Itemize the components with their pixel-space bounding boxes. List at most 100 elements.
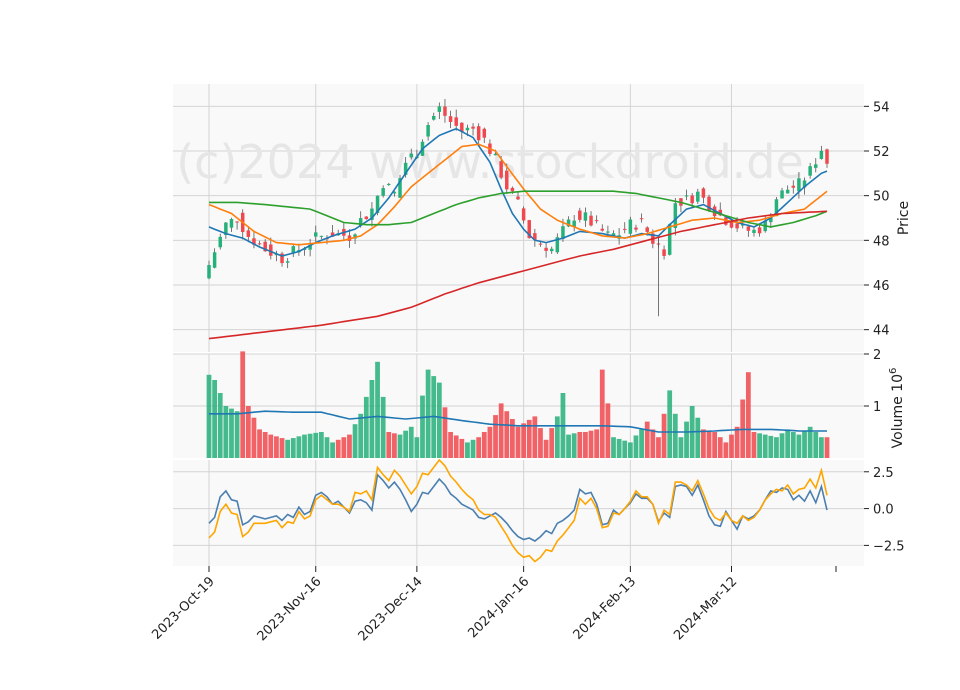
candle-body xyxy=(465,127,470,131)
candle-body xyxy=(224,222,228,235)
candle-body xyxy=(819,150,824,159)
volume-bar xyxy=(493,415,498,458)
volume-bar xyxy=(678,437,684,458)
volume-bar xyxy=(599,369,605,458)
volume-bar xyxy=(813,432,819,458)
volume-bar xyxy=(375,361,380,458)
volume-bar xyxy=(661,413,667,458)
volume-bar xyxy=(616,438,622,458)
volume-bar xyxy=(762,434,768,458)
volume-bar xyxy=(487,426,493,458)
candle-body xyxy=(314,232,318,237)
volume-bar xyxy=(307,433,313,458)
indicator-panel xyxy=(173,460,864,566)
candle-body xyxy=(212,252,217,268)
candle-body xyxy=(257,243,262,245)
volume-bar xyxy=(481,432,487,458)
candle-body xyxy=(662,249,666,256)
candle-body xyxy=(589,215,593,226)
candle-body xyxy=(460,122,464,132)
candle-body xyxy=(729,221,734,228)
volume-bar xyxy=(262,432,268,458)
volume-bar xyxy=(414,437,420,458)
ma-long-line xyxy=(209,190,828,228)
volume-bar xyxy=(723,442,729,458)
volume-bar xyxy=(751,432,757,458)
volume-bar xyxy=(403,430,409,458)
volume-bar xyxy=(543,439,549,458)
volume-bar xyxy=(279,438,285,458)
x-tick-label: 2023-Oct-19 xyxy=(149,574,217,642)
candle-body xyxy=(696,191,700,202)
ma-medium-line xyxy=(208,143,828,246)
y-tick-label: 48 xyxy=(873,234,890,249)
volume-bar xyxy=(223,406,229,458)
candle-body xyxy=(364,216,369,220)
volume-bar xyxy=(347,434,352,458)
volume-bar xyxy=(234,411,240,458)
volume-bar xyxy=(583,432,588,458)
price-panel xyxy=(173,84,864,352)
volume-bar xyxy=(650,429,656,458)
candle-body xyxy=(493,153,498,156)
volume-bar xyxy=(627,442,633,458)
volume-bar xyxy=(729,434,734,458)
candle-body xyxy=(381,188,385,196)
candle-body xyxy=(645,227,649,232)
volume-bar xyxy=(785,429,791,458)
volume-bar xyxy=(566,434,571,458)
volume-ma-line xyxy=(209,410,827,433)
candle-body xyxy=(499,161,503,178)
candle-body xyxy=(690,195,694,204)
volume-bar xyxy=(712,432,718,458)
candle-body xyxy=(280,253,284,264)
candle-body xyxy=(308,244,312,250)
candle-body xyxy=(392,191,397,194)
volume-bar xyxy=(206,374,212,458)
candle-body xyxy=(780,190,784,199)
candle-body xyxy=(791,185,796,188)
candle-body xyxy=(291,246,296,254)
volume-bar xyxy=(538,428,543,458)
y-tick-label: 1 xyxy=(873,400,881,415)
candle-body xyxy=(471,126,475,129)
volume-bar xyxy=(521,423,527,458)
candle-body xyxy=(426,125,430,137)
volume-bar xyxy=(818,437,824,458)
candle-body xyxy=(538,243,543,245)
volume-bar xyxy=(290,438,296,458)
candle-body xyxy=(370,208,374,220)
x-tick-label: 2023-Nov-16 xyxy=(255,574,325,644)
candle-body xyxy=(235,221,239,223)
volume-bar xyxy=(408,426,414,458)
volume-bar xyxy=(268,434,274,458)
volume-bar xyxy=(358,413,364,458)
x-tick-label: 2024-Feb-13 xyxy=(571,574,640,643)
volume-bar xyxy=(324,437,330,458)
candle-body xyxy=(752,229,756,234)
candle-body xyxy=(667,224,672,255)
candle-body xyxy=(319,235,324,237)
volume-bar xyxy=(695,417,701,458)
volume-bar xyxy=(442,407,448,458)
candle-body xyxy=(476,126,481,141)
candle-body xyxy=(269,244,273,256)
volume-bar xyxy=(605,403,611,458)
y-tick-label: 52 xyxy=(873,145,890,160)
x-tick-label: 2023-Dec-14 xyxy=(356,574,426,644)
y-tick-label: 46 xyxy=(873,279,890,294)
volume-bar xyxy=(633,435,639,458)
volume-bar xyxy=(285,439,291,458)
volume-bar xyxy=(588,430,594,458)
volume-bar xyxy=(453,435,459,458)
candle-body xyxy=(746,226,751,231)
candle-body xyxy=(443,106,447,116)
y-tick-label: 2.5 xyxy=(873,466,894,481)
candle-body xyxy=(207,265,211,279)
candle-body xyxy=(594,220,599,222)
volume-bar xyxy=(386,432,392,458)
candle-body xyxy=(431,116,436,120)
volume-bar xyxy=(807,426,813,458)
candle-body xyxy=(735,223,739,229)
